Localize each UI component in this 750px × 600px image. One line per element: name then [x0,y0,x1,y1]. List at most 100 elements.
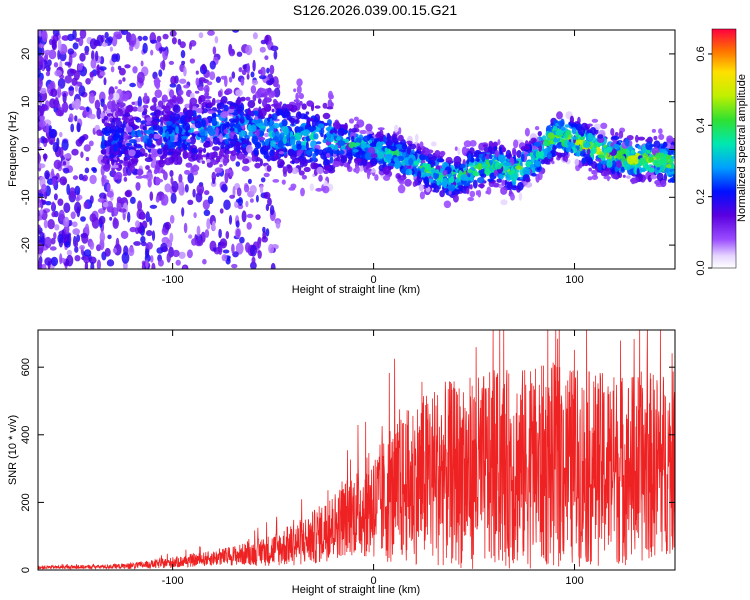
spectrogram-cell [108,93,114,99]
spectrogram-cell [600,122,608,129]
spectrogram-cell [225,88,233,95]
spectrogram-cell [177,182,184,191]
spectrogram-cell [171,123,178,128]
spectrogram-cell [378,160,383,165]
spectrogram-cell [104,31,109,39]
spectrogram-cell [534,160,542,167]
spectrogram-cell [127,211,131,223]
spectrogram-cell [106,259,115,267]
spectrogram-cell [455,178,460,183]
spectrogram-cell [669,144,675,151]
spectrogram-cell [282,120,287,127]
spectrogram-cell [43,153,47,162]
spectrogram-cell [229,127,235,132]
spectrogram-cell [129,33,137,46]
spectrogram-cell [228,214,233,225]
spectrogram-cell [38,243,44,249]
spectrogram-cell [370,157,378,165]
spectrogram-cell [264,132,270,138]
spectrogram-cell [537,131,542,137]
spectrogram-cell [267,197,272,207]
spectrogram-cell [74,185,81,196]
spectrogram-cell [235,228,241,238]
spectrogram-cell [47,219,55,230]
spectrogram-cell [340,156,348,164]
spectrogram-cell [61,35,70,41]
spectrogram-cell [256,157,261,162]
spectrogram-cell [300,145,307,151]
spectrogram-cell [170,75,177,85]
spectrogram-cell [447,184,456,192]
spectrogram-cell [454,146,458,151]
spectrogram-cell [99,66,107,71]
spectrogram-cell [393,157,399,163]
spectrogram-cell [257,250,262,259]
spectrogram-cell [309,183,314,192]
spectrogram-cell [195,192,203,203]
spectrogram-cell [577,126,586,136]
spectrogram-cell [282,166,288,175]
spectrogram-cell [157,100,164,107]
spectrogram-cell [100,149,107,155]
spectrogram-cell [215,172,220,177]
spectrogram-cell [250,261,257,269]
spectrogram-cell [658,133,665,140]
spectrogram-cell [107,234,112,240]
spectrogram-cell [459,163,466,169]
spectrogram-cell [588,167,592,172]
spectrogram-cell [43,138,49,144]
spectrogram-cell [313,133,319,140]
spectrogram-cell [305,111,310,115]
colorbar-tick-label: 0.2 [695,189,707,204]
spectrogram-cell [279,134,283,139]
spectrogram-cell [532,168,536,174]
spectrogram-cell [656,172,664,182]
spectrogram-cell [251,256,256,264]
spectrogram-cell [84,223,90,236]
spectrogram-cell [146,242,153,250]
spectrogram-cell [148,133,154,139]
spectrogram-cell [43,49,52,56]
spectrogram-cell [155,176,159,186]
spectrogram-cell [419,141,424,148]
spectrogram-cell [483,147,491,153]
spectrogram-cell [124,151,129,155]
spectrogram-cell [597,162,602,171]
spectrogram-cell [329,129,338,135]
spectrogram-cell [419,191,425,200]
spectrogram-cell [224,138,229,145]
spectrogram-cell [232,186,236,198]
spectrogram-cell [126,104,134,113]
spectrogram-cell [294,132,302,141]
spectrogram-cell [101,135,105,143]
spectrogram-cell [109,216,113,221]
spectrogram-cell [543,141,549,147]
spectrogram-cell [653,140,661,149]
spectrogram-cell [215,100,221,104]
spectrogram-cell [281,179,286,185]
spectrogram-cell [666,135,674,144]
spectrogram-cell [125,145,130,150]
spectrogram-cell [225,231,230,239]
spectrogram-cell [171,180,179,193]
spectrogram-cell [637,136,646,141]
spectrogram-cell [354,165,360,174]
spectrogram-cell [45,123,49,134]
spectrogram-cell [306,100,314,107]
spectrogram-cell [68,86,75,91]
spectrogram-cell [140,212,146,220]
spectrogram-cell [282,136,287,145]
spectrogram-cell [151,230,156,242]
spectrogram-cell [279,160,285,166]
spectrogram-cell [466,187,470,195]
spectrogram-cell [224,153,230,160]
spectrogram-cell [660,179,667,188]
spectrogram-cell [99,71,106,77]
spectrogram-cell [178,173,183,184]
spectrogram-cell [94,99,101,110]
spectrogram-cell [123,173,128,177]
spectrogram-cell [129,44,134,52]
spectrogram-cell [214,167,223,174]
spectrogram-cell [53,159,62,170]
